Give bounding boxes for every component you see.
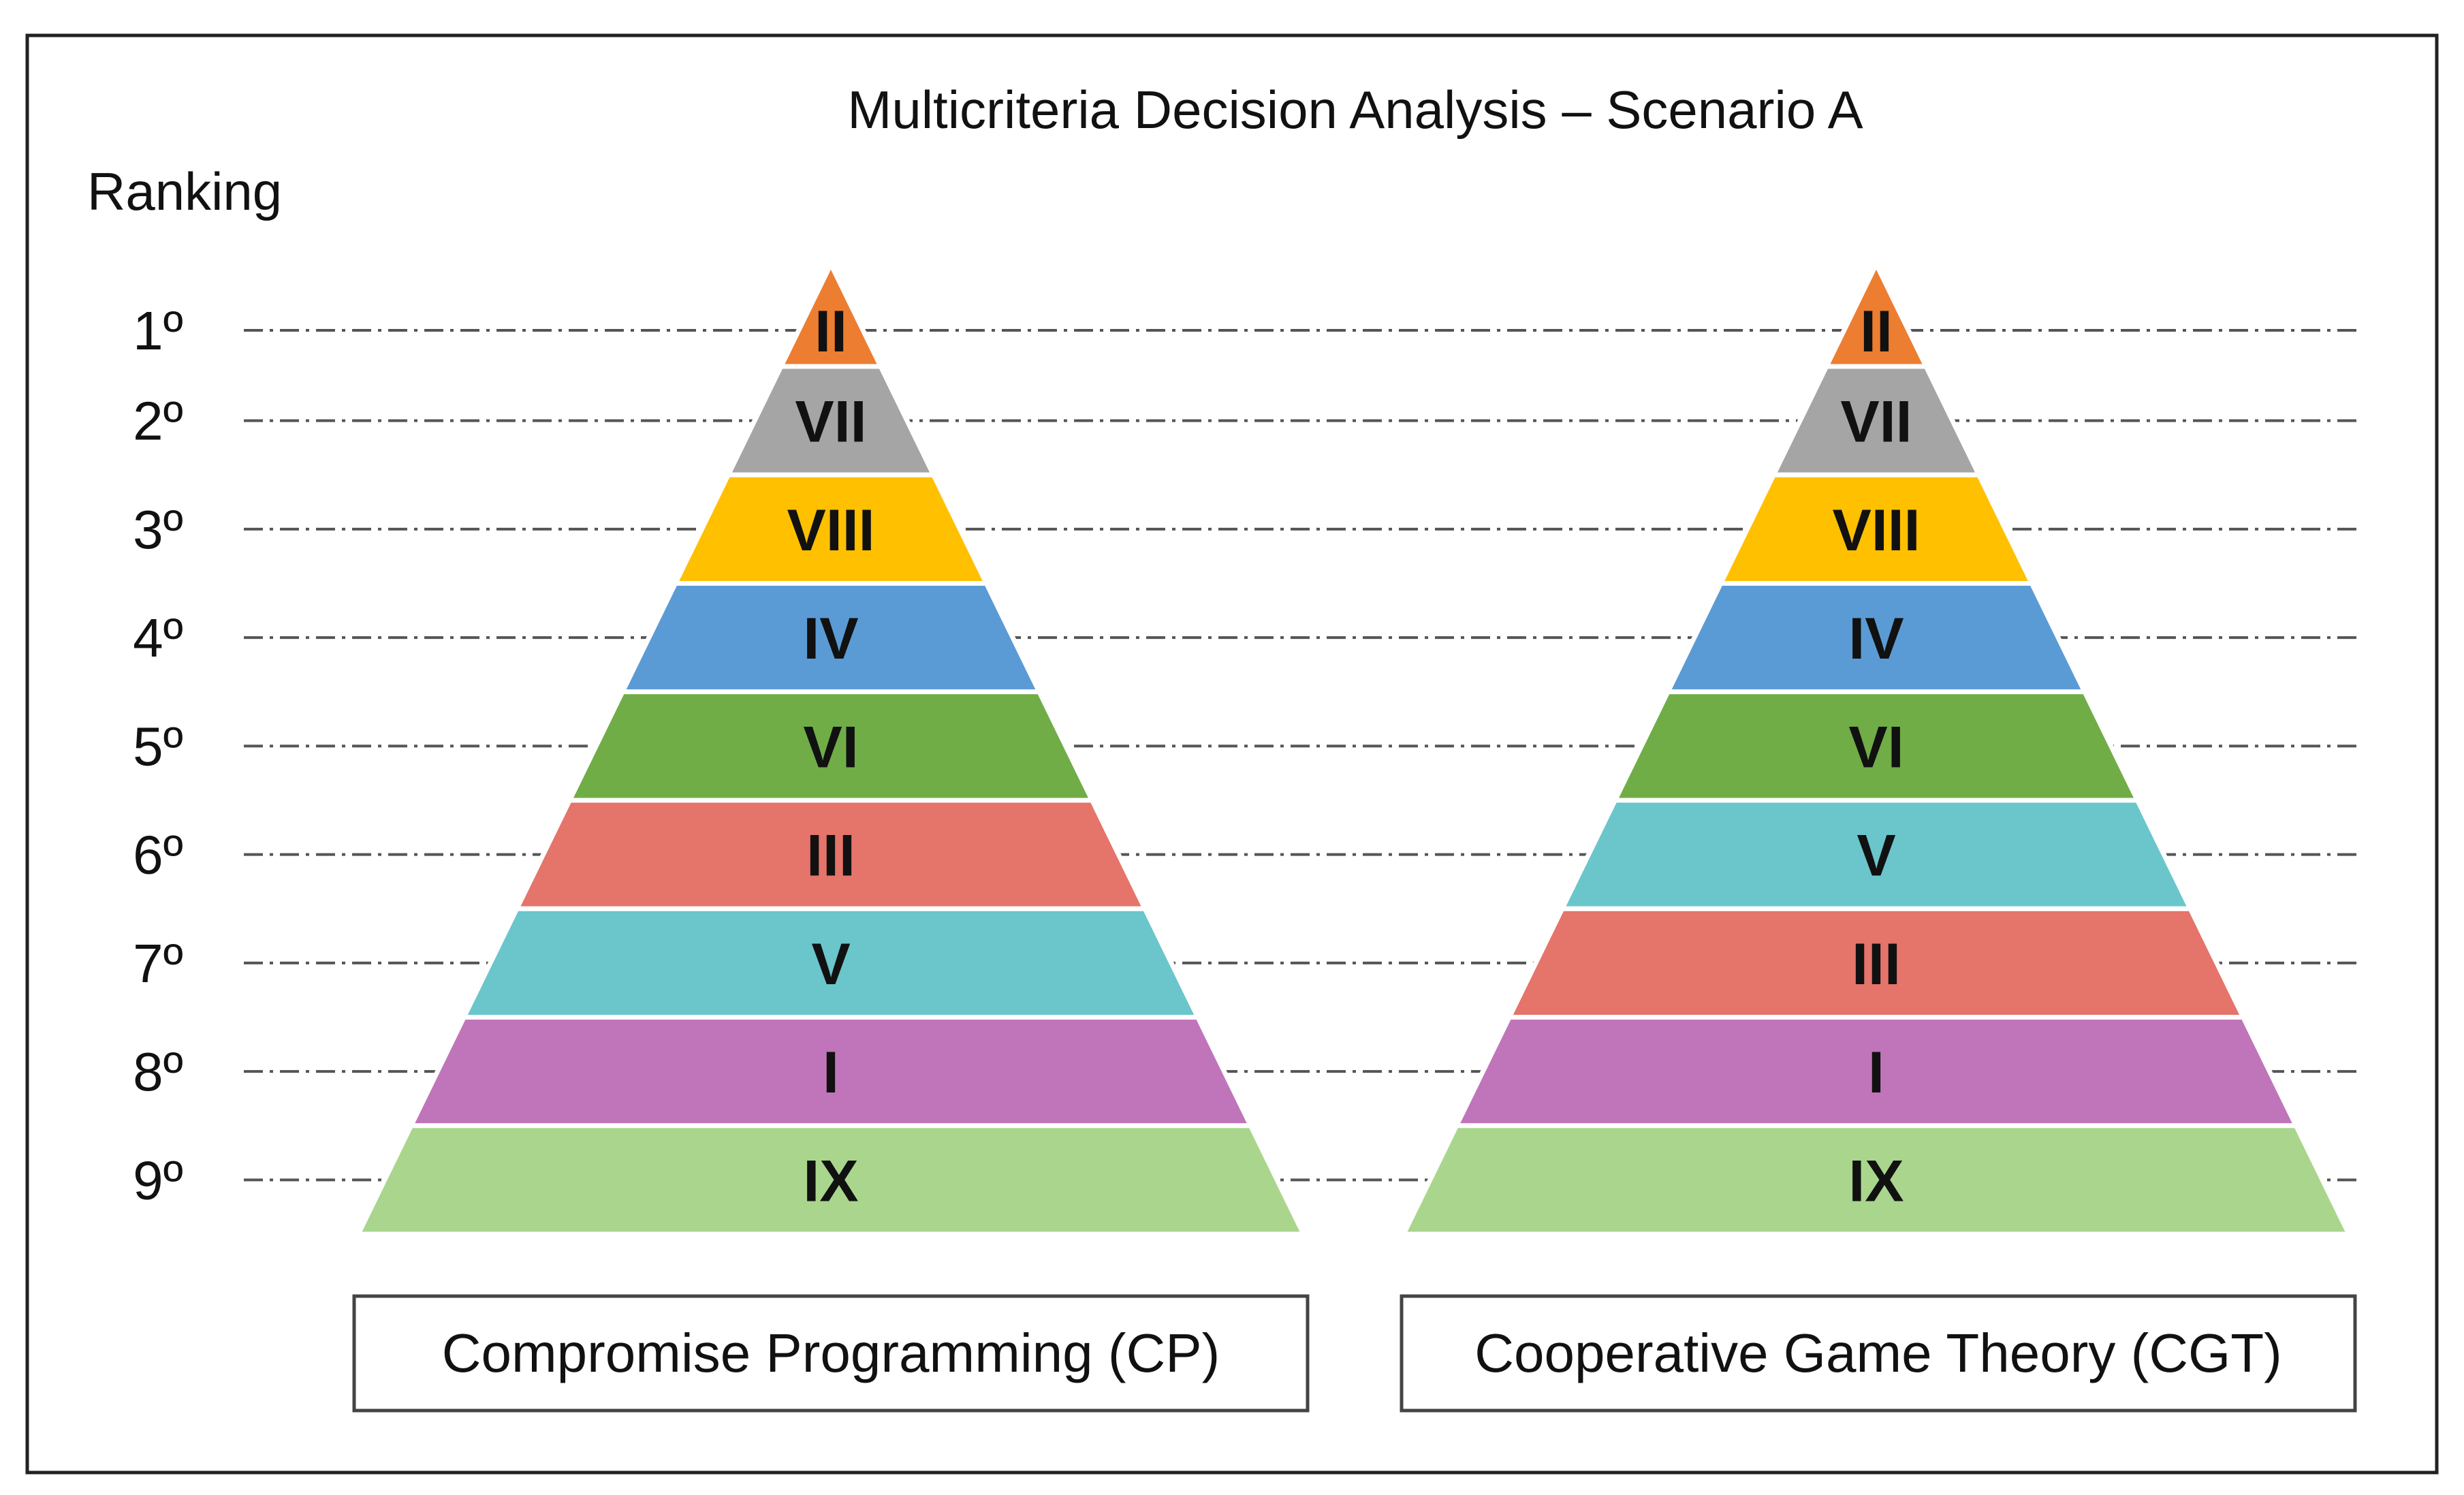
method-box-border: [1400, 1294, 2357, 1413]
alternative-label: VIII: [1832, 498, 1920, 563]
method-label-box: Cooperative Game Theory (CGT): [1400, 1294, 2357, 1413]
rank-label: 5º: [133, 716, 183, 776]
alternative-label: III: [1852, 932, 1901, 997]
rank-label: 7º: [133, 933, 183, 994]
alternative-label: IX: [803, 1148, 858, 1214]
method-box-border: [352, 1294, 1310, 1413]
rank-label: 4º: [133, 608, 183, 668]
alternative-label: VI: [803, 714, 858, 780]
rank-label: 3º: [133, 499, 183, 560]
rank-label: 9º: [133, 1150, 183, 1210]
alternative-label: I: [1868, 1040, 1884, 1105]
rank-label: 2º: [133, 391, 183, 452]
alternative-label: VII: [1840, 390, 1912, 455]
rank-label: 1º: [133, 300, 183, 361]
alternative-label: VIII: [787, 498, 874, 563]
alternative-label: VI: [1848, 714, 1904, 780]
rank-label: 8º: [133, 1041, 183, 1102]
alternative-label: VII: [795, 390, 866, 455]
alternative-label: II: [815, 299, 847, 364]
alternative-label: IX: [1848, 1148, 1904, 1214]
alternative-label: IV: [803, 606, 858, 672]
rank-label: 6º: [133, 825, 183, 885]
method-label: Cooperative Game Theory (CGT): [1474, 1323, 2282, 1383]
pyramid-level-band: [1400, 1123, 2353, 1237]
method-labels: Compromise Programming (CP) Cooperative G…: [352, 1294, 2357, 1413]
alternative-label: V: [811, 932, 850, 997]
alternative-label: IV: [1848, 606, 1904, 672]
method-label: Compromise Programming (CP): [442, 1323, 1220, 1383]
alternative-label: III: [806, 823, 855, 889]
alternative-label: II: [1860, 299, 1893, 364]
alternative-label: I: [823, 1040, 839, 1105]
pyramid-level-band: [354, 1123, 1308, 1237]
rank-labels: 1º 2º 3º 4º 5º 6º 7º 8º 9º: [133, 300, 183, 1210]
alternative-label: V: [1857, 823, 1895, 889]
method-label-box: Compromise Programming (CP): [352, 1294, 1310, 1413]
ranking-axis-title: Ranking: [87, 161, 282, 221]
diagram-title: Multicriteria Decision Analysis – Scenar…: [847, 80, 1863, 140]
